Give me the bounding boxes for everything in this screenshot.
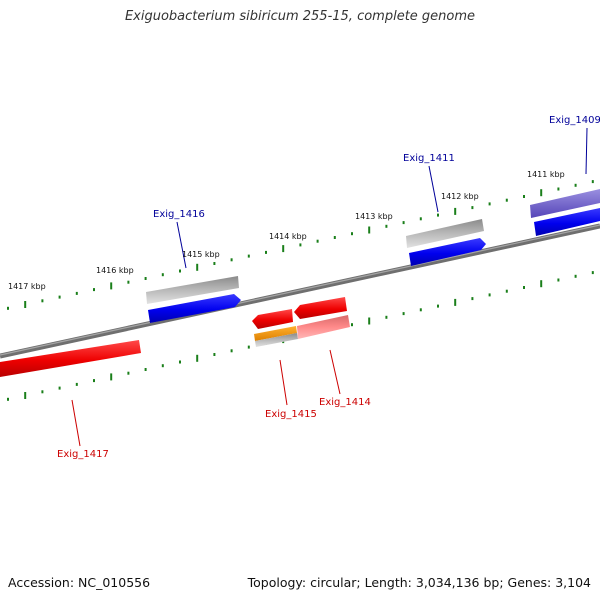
gene-label-exig-1414[interactable]: Exig_1414 (319, 397, 371, 408)
topology-text: Topology: circular; Length: 3,034,136 bp… (247, 575, 591, 590)
cds-feature-exig-1416[interactable] (148, 294, 241, 323)
scale-label-1414: 1414 kbp (269, 232, 307, 241)
scale-ticks (7, 180, 594, 401)
accession-text: Accession: NC_010556 (8, 575, 151, 590)
cds-feature-exig-1409[interactable] (534, 208, 600, 236)
scale-label-1415: 1415 kbp (182, 250, 220, 259)
gene-label-exig-1417[interactable]: Exig_1417 (57, 449, 109, 460)
leader-line-exig-1414 (329, 349, 341, 395)
scale-label-1412: 1412 kbp (441, 192, 479, 201)
gene-feature-exig-1415[interactable] (255, 333, 298, 347)
cds-feature-exig-1417[interactable] (0, 340, 141, 377)
scale-label-1416: 1416 kbp (96, 266, 134, 275)
gene-feature-exig-1414[interactable] (297, 315, 350, 339)
genome-title: Exiguobacterium sibiricum 255-15, comple… (124, 9, 476, 24)
gene-label-exig-1409[interactable]: Exig_1409 (549, 115, 600, 126)
gene-feature-exig-1411[interactable] (406, 219, 484, 248)
leader-line-exig-1411 (428, 165, 439, 213)
leader-line-exig-1415 (279, 359, 288, 406)
gene-feature-exig-1409[interactable] (530, 189, 600, 218)
gene-feature-exig-1415-orange[interactable] (254, 326, 297, 341)
gene-label-exig-1411[interactable]: Exig_1411 (403, 153, 455, 164)
genome-backbone (0, 223, 600, 359)
cds-feature-exig-1415[interactable] (252, 309, 293, 329)
cds-feature-exig-1414[interactable] (294, 297, 347, 319)
scale-label-1411: 1411 kbp (527, 170, 565, 179)
gene-feature-exig-1416[interactable] (146, 276, 239, 304)
cds-feature-exig-1411[interactable] (409, 238, 486, 266)
gene-label-exig-1416[interactable]: Exig_1416 (153, 209, 205, 220)
leader-line-exig-1416 (176, 221, 187, 269)
leader-line-exig-1417 (71, 399, 81, 447)
gene-label-exig-1415[interactable]: Exig_1415 (265, 409, 317, 420)
genome-backbone-highlight (0, 224, 600, 356)
scale-label-1413: 1413 kbp (355, 212, 393, 221)
leader-line-exig-1409 (585, 127, 588, 175)
scale-label-1417: 1417 kbp (8, 282, 46, 291)
